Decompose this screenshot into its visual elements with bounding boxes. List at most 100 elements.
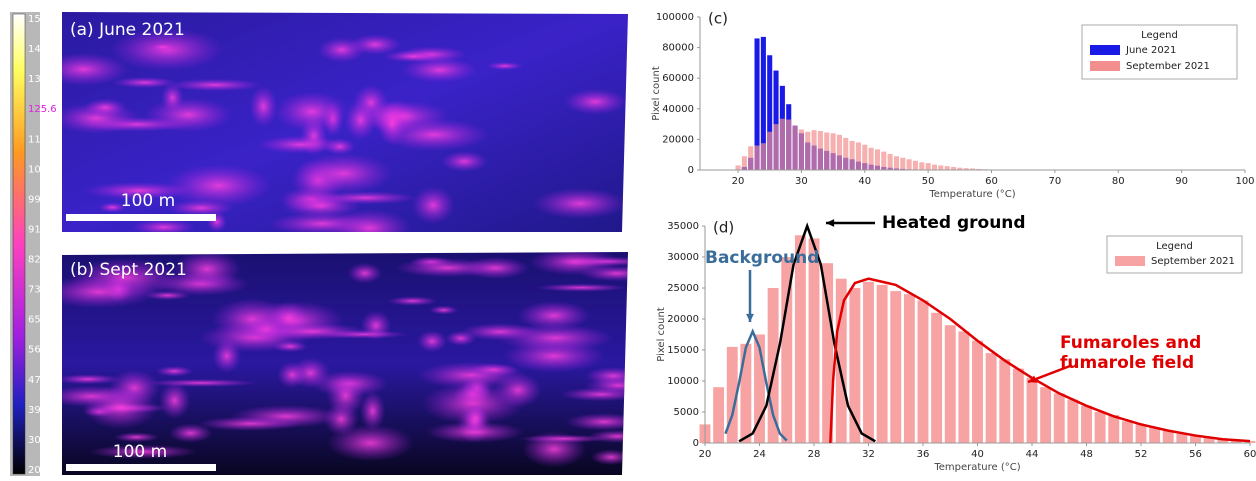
hot-area bbox=[159, 382, 191, 420]
bar bbox=[835, 278, 847, 443]
bar bbox=[1121, 421, 1133, 443]
hot-area bbox=[83, 181, 194, 200]
y-tick-label: 30000 bbox=[667, 252, 699, 263]
x-tick-label: 80 bbox=[1112, 176, 1125, 187]
colorbar-label: 91.1 bbox=[28, 224, 50, 235]
bar bbox=[1040, 387, 1052, 443]
hot-area bbox=[131, 219, 196, 232]
y-tick-label: 0 bbox=[688, 165, 694, 176]
x-tick-label: 36 bbox=[917, 449, 930, 460]
y-tick-label: 100000 bbox=[656, 12, 694, 23]
hot-area bbox=[344, 99, 377, 141]
x-tick-label: 32 bbox=[862, 449, 875, 460]
hot-area bbox=[590, 449, 628, 466]
bar bbox=[748, 146, 754, 170]
bar bbox=[1162, 430, 1174, 443]
x-tick-label: 40 bbox=[858, 176, 871, 187]
bar bbox=[1081, 405, 1092, 443]
x-tick-label: 100 bbox=[1235, 176, 1254, 187]
hot-area bbox=[168, 423, 213, 443]
hot-area bbox=[277, 361, 308, 389]
legend-swatch bbox=[1090, 61, 1120, 71]
bar bbox=[862, 144, 868, 170]
scale-bar bbox=[66, 214, 216, 221]
hot-area bbox=[148, 42, 177, 52]
x-tick-label: 40 bbox=[971, 449, 984, 460]
hot-area bbox=[62, 374, 121, 385]
annotation: Heated ground bbox=[882, 213, 1026, 233]
bar bbox=[876, 284, 888, 443]
bar bbox=[919, 162, 925, 170]
hot-areas bbox=[62, 28, 628, 232]
legend-swatch bbox=[1090, 45, 1120, 55]
hot-area bbox=[486, 61, 524, 70]
y-tick-label: 20000 bbox=[667, 314, 699, 325]
annotation: Background bbox=[705, 248, 819, 268]
bar bbox=[985, 353, 997, 443]
colorbar-label: 73.8 bbox=[28, 285, 50, 296]
bar bbox=[1108, 415, 1120, 443]
hot-area bbox=[535, 283, 627, 292]
hot-area bbox=[98, 202, 127, 213]
hot-area bbox=[88, 444, 198, 459]
x-tick-label: 44 bbox=[1026, 449, 1039, 460]
hot-area bbox=[401, 57, 478, 83]
bar bbox=[1135, 424, 1147, 443]
x-tick-label: 20 bbox=[732, 176, 745, 187]
hot-area bbox=[429, 305, 459, 315]
bar bbox=[999, 359, 1011, 443]
hot-area bbox=[62, 275, 158, 309]
arrow-head bbox=[746, 313, 754, 322]
bar bbox=[900, 157, 906, 170]
colorbar-label: 99.7 bbox=[28, 194, 50, 205]
hot-area bbox=[256, 135, 345, 154]
bar bbox=[773, 124, 779, 170]
y-tick-label: 25000 bbox=[667, 283, 699, 294]
hot-area bbox=[565, 413, 628, 431]
bar bbox=[726, 346, 738, 443]
bar bbox=[760, 143, 766, 170]
bar bbox=[855, 142, 861, 170]
x-axis-title: Temperature (°C) bbox=[933, 462, 1020, 473]
legend-label: September 2021 bbox=[1151, 256, 1235, 267]
bar bbox=[760, 36, 766, 170]
x-tick-label: 56 bbox=[1189, 449, 1202, 460]
bar bbox=[754, 145, 760, 170]
bar bbox=[767, 55, 773, 170]
hot-areas bbox=[62, 252, 628, 468]
hot-area bbox=[144, 97, 233, 133]
bar bbox=[976, 168, 982, 170]
bar bbox=[931, 164, 938, 170]
colorbar-label: 134.3 bbox=[28, 74, 57, 85]
bar bbox=[938, 165, 944, 170]
scale-label: 100 m bbox=[113, 442, 167, 462]
y-tick-label: 80000 bbox=[662, 43, 694, 54]
fit-curve bbox=[738, 222, 876, 443]
scale-label: 100 m bbox=[121, 191, 175, 211]
bar bbox=[972, 340, 983, 443]
colorbar bbox=[12, 13, 26, 475]
hot-area bbox=[517, 300, 591, 331]
image-label: (b) Sept 2021 bbox=[70, 260, 187, 280]
bar bbox=[912, 160, 918, 170]
hot-area bbox=[378, 118, 490, 151]
hot-area bbox=[440, 150, 488, 172]
hot-area bbox=[168, 78, 263, 92]
panel-label: (c) bbox=[708, 10, 728, 28]
y-axis-title: Pixel count bbox=[651, 66, 662, 121]
x-tick-label: 30 bbox=[795, 176, 808, 187]
x-tick-label: 48 bbox=[1080, 449, 1093, 460]
arrow-head bbox=[826, 219, 835, 227]
colorbar-label: 150.0 bbox=[28, 14, 57, 25]
bar bbox=[735, 165, 741, 170]
chart: 0 5000 10000 15000 20000 25000 30000 35000 20 24 2… bbox=[656, 213, 1256, 473]
bar bbox=[779, 118, 785, 170]
fit-curve bbox=[724, 328, 788, 442]
legend-box bbox=[1106, 235, 1243, 274]
x-tick-label: 70 bbox=[1049, 176, 1062, 187]
hot-area bbox=[249, 85, 278, 128]
hot-area bbox=[518, 434, 609, 443]
bar bbox=[1094, 412, 1106, 443]
